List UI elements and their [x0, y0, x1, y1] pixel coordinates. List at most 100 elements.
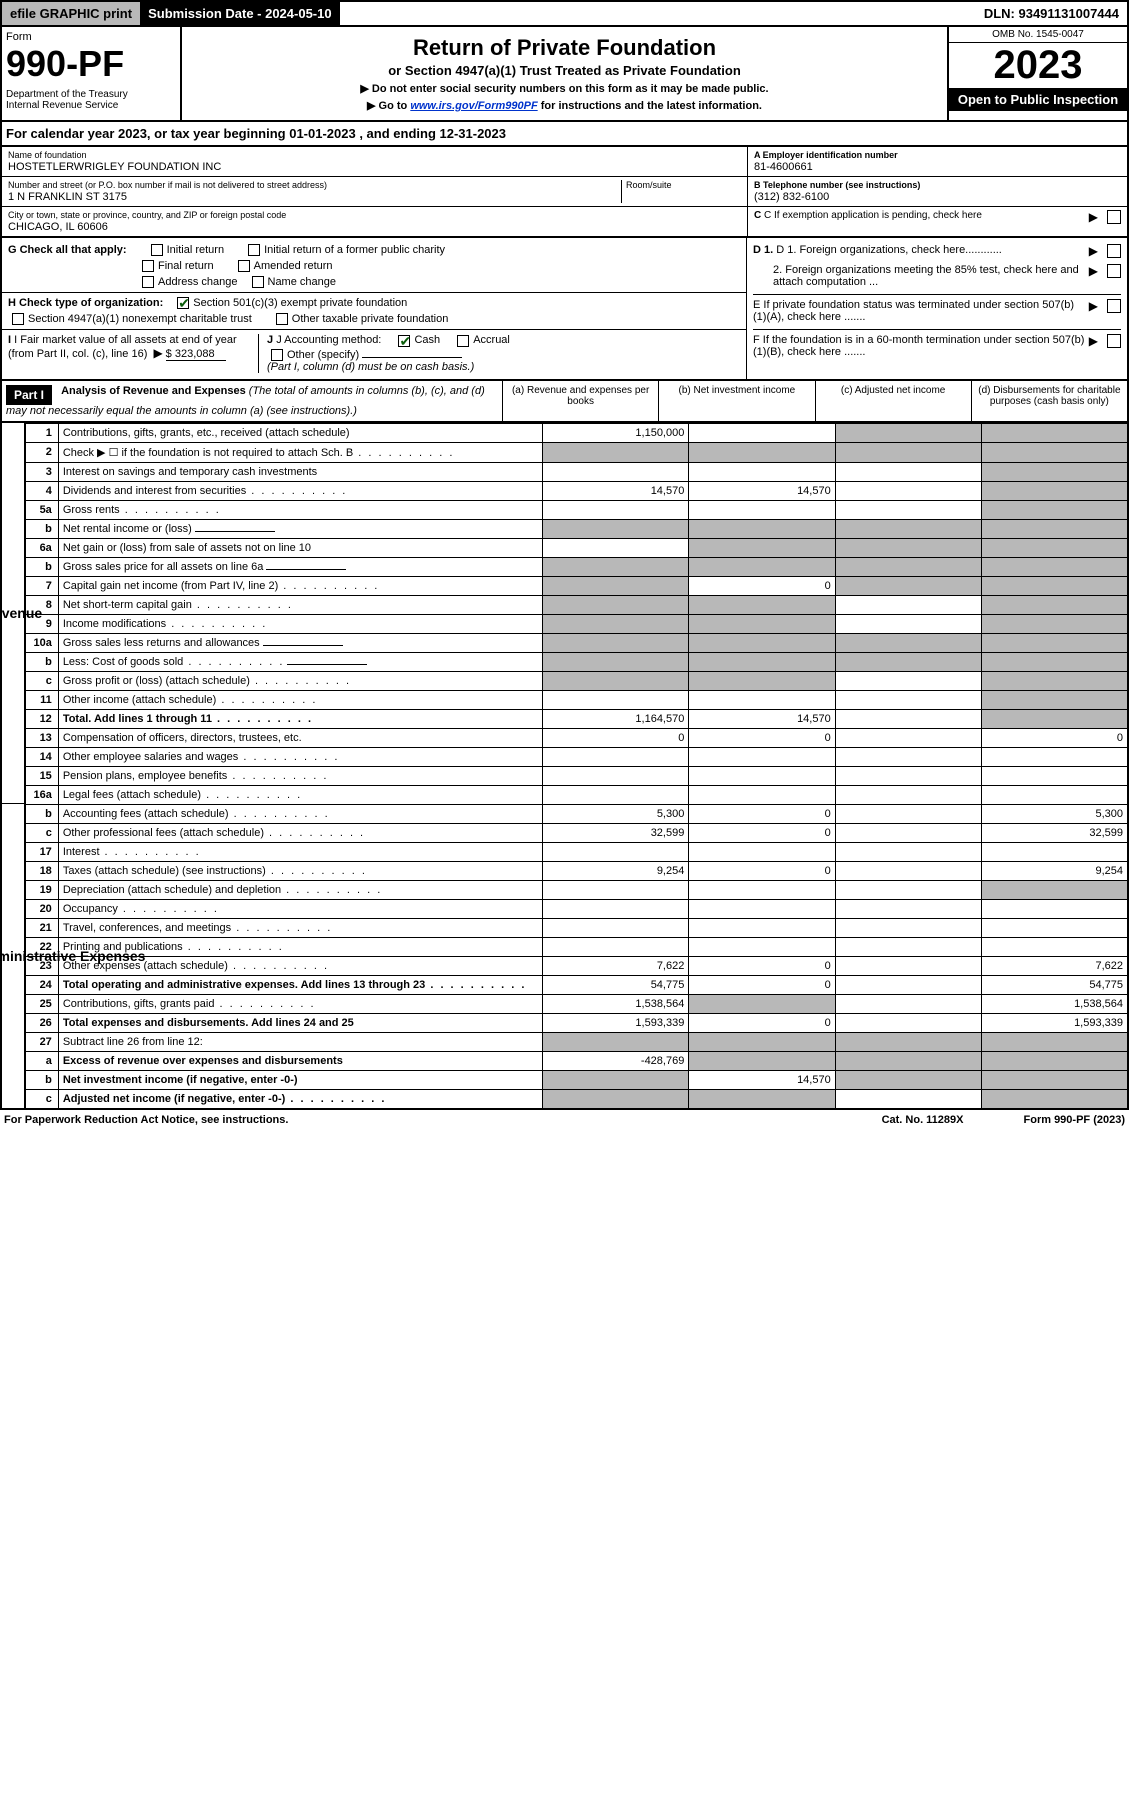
amended-checkbox[interactable]: [238, 260, 250, 272]
other-method-checkbox[interactable]: [271, 349, 283, 361]
table-row: 13Compensation of officers, directors, t…: [25, 728, 1128, 747]
ein-label: A Employer identification number: [754, 150, 1121, 160]
table-row: 8Net short-term capital gain: [25, 595, 1128, 614]
other-taxable-checkbox[interactable]: [276, 313, 288, 325]
table-row: 15Pension plans, employee benefits: [25, 766, 1128, 785]
table-row: aExcess of revenue over expenses and dis…: [25, 1051, 1128, 1070]
table-row: 20Occupancy: [25, 899, 1128, 918]
dept-label: Department of the Treasury Internal Reve…: [6, 89, 176, 111]
omb-number: OMB No. 1545-0047: [949, 27, 1127, 43]
501c3-checkbox[interactable]: [177, 297, 189, 309]
table-row: 7Capital gain net income (from Part IV, …: [25, 576, 1128, 595]
60month-checkbox[interactable]: [1107, 334, 1121, 348]
h-label: H Check type of organization:: [8, 297, 163, 309]
terminated-checkbox[interactable]: [1107, 299, 1121, 313]
city-label: City or town, state or province, country…: [8, 210, 741, 220]
cash-basis-note: (Part I, column (d) must be on cash basi…: [267, 361, 740, 373]
tel-label: B Telephone number (see instructions): [754, 180, 1121, 190]
initial-return-checkbox[interactable]: [151, 244, 163, 256]
street-address: 1 N FRANKLIN ST 3175: [8, 191, 621, 203]
table-row: bNet investment income (if negative, ent…: [25, 1070, 1128, 1089]
table-row: 12Total. Add lines 1 through 111,164,570…: [25, 709, 1128, 728]
open-public: Open to Public Inspection: [949, 88, 1127, 111]
table-row: 19Depreciation (attach schedule) and dep…: [25, 880, 1128, 899]
table-row: 18Taxes (attach schedule) (see instructi…: [25, 861, 1128, 880]
revenue-side-label: Revenue: [0, 605, 42, 621]
col-d-header: (d) Disbursements for charitable purpose…: [971, 381, 1127, 421]
form-subtitle: or Section 4947(a)(1) Trust Treated as P…: [190, 63, 939, 78]
table-row: 16aLegal fees (attach schedule): [25, 785, 1128, 804]
initial-public-checkbox[interactable]: [248, 244, 260, 256]
form-title: Return of Private Foundation: [190, 35, 939, 61]
table-row: bGross sales price for all assets on lin…: [25, 557, 1128, 576]
expenses-side-label: Operating and Administrative Expenses: [0, 948, 145, 964]
name-change-checkbox[interactable]: [252, 276, 264, 288]
final-return-checkbox[interactable]: [142, 260, 154, 272]
foreign-checkbox[interactable]: [1107, 244, 1121, 258]
room-label: Room/suite: [626, 180, 741, 190]
name-label: Name of foundation: [8, 150, 741, 160]
table-row: 1Contributions, gifts, grants, etc., rec…: [25, 423, 1128, 442]
col-c-header: (c) Adjusted net income: [815, 381, 971, 421]
table-row: 24Total operating and administrative exp…: [25, 975, 1128, 994]
top-bar: efile GRAPHIC print Submission Date - 20…: [0, 0, 1129, 27]
table-row: 11Other income (attach schedule): [25, 690, 1128, 709]
table-row: 25Contributions, gifts, grants paid1,538…: [25, 994, 1128, 1013]
form-number: 990-PF: [6, 43, 176, 85]
form-label: Form: [6, 31, 176, 43]
table-row: 17Interest: [25, 842, 1128, 861]
d1-label: D 1. D 1. Foreign organizations, check h…: [753, 244, 1086, 256]
page-footer: For Paperwork Reduction Act Notice, see …: [0, 1110, 1129, 1130]
accrual-checkbox[interactable]: [457, 335, 469, 347]
part1-label: Part I: [6, 385, 52, 405]
4947-checkbox[interactable]: [12, 313, 24, 325]
table-row: 23Other expenses (attach schedule)7,6220…: [25, 956, 1128, 975]
address-change-checkbox[interactable]: [142, 276, 154, 288]
calendar-year: For calendar year 2023, or tax year begi…: [0, 122, 1129, 147]
table-row: 3Interest on savings and temporary cash …: [25, 462, 1128, 481]
foreign-85-checkbox[interactable]: [1107, 264, 1121, 278]
g-label: G Check all that apply:: [8, 244, 127, 256]
table-row: 27Subtract line 26 from line 12:: [25, 1032, 1128, 1051]
f-label: F If the foundation is in a 60-month ter…: [753, 334, 1086, 358]
telephone: (312) 832-6100: [754, 191, 1121, 203]
cash-checkbox[interactable]: [398, 335, 410, 347]
table-row: 26Total expenses and disbursements. Add …: [25, 1013, 1128, 1032]
foundation-name: HOSTETLERWRIGLEY FOUNDATION INC: [8, 161, 741, 173]
ein: 81-4600661: [754, 161, 1121, 173]
irs-link[interactable]: www.irs.gov/Form990PF: [410, 100, 537, 112]
cat-no: Cat. No. 11289X: [882, 1114, 964, 1126]
efile-label[interactable]: efile GRAPHIC print: [2, 2, 140, 25]
table-row: 14Other employee salaries and wages: [25, 747, 1128, 766]
exemption-checkbox[interactable]: [1107, 210, 1121, 224]
form-ref: Form 990-PF (2023): [1024, 1114, 1126, 1126]
table-row: bLess: Cost of goods sold: [25, 652, 1128, 671]
table-row: cAdjusted net income (if negative, enter…: [25, 1089, 1128, 1109]
table-row: bNet rental income or (loss): [25, 519, 1128, 538]
part1-header: Part I Analysis of Revenue and Expenses …: [0, 381, 1129, 423]
table-row: 22Printing and publications: [25, 937, 1128, 956]
submission-date: Submission Date - 2024-05-10: [140, 2, 340, 25]
paperwork-notice: For Paperwork Reduction Act Notice, see …: [4, 1114, 288, 1126]
fmv-value: $ 323,088: [166, 348, 226, 361]
table-row: 9Income modifications: [25, 614, 1128, 633]
table-row: bAccounting fees (attach schedule)5,3000…: [25, 804, 1128, 823]
checks-section: G Check all that apply: Initial return I…: [0, 238, 1129, 381]
table-row: 4Dividends and interest from securities1…: [25, 481, 1128, 500]
table-row: cOther professional fees (attach schedul…: [25, 823, 1128, 842]
form-header: Form 990-PF Department of the Treasury I…: [0, 27, 1129, 122]
addr-label: Number and street (or P.O. box number if…: [8, 180, 621, 190]
entity-info: Name of foundation HOSTETLERWRIGLEY FOUN…: [0, 147, 1129, 238]
table-row: 10aGross sales less returns and allowanc…: [25, 633, 1128, 652]
note-link: ▶ Go to www.irs.gov/Form990PF for instru…: [190, 99, 939, 112]
table-row: 2Check ▶ ☐ if the foundation is not requ…: [25, 442, 1128, 462]
d2-label: 2. Foreign organizations meeting the 85%…: [753, 264, 1086, 288]
table-row: 5aGross rents: [25, 500, 1128, 519]
table-row: cGross profit or (loss) (attach schedule…: [25, 671, 1128, 690]
dln: DLN: 93491131007444: [976, 2, 1127, 25]
exemption-pending-label: C C If exemption application is pending,…: [754, 210, 1086, 221]
tax-year: 2023: [949, 43, 1127, 88]
city-state-zip: CHICAGO, IL 60606: [8, 221, 741, 233]
arrow-icon: ▶: [1089, 210, 1098, 224]
table-row: 6aNet gain or (loss) from sale of assets…: [25, 538, 1128, 557]
